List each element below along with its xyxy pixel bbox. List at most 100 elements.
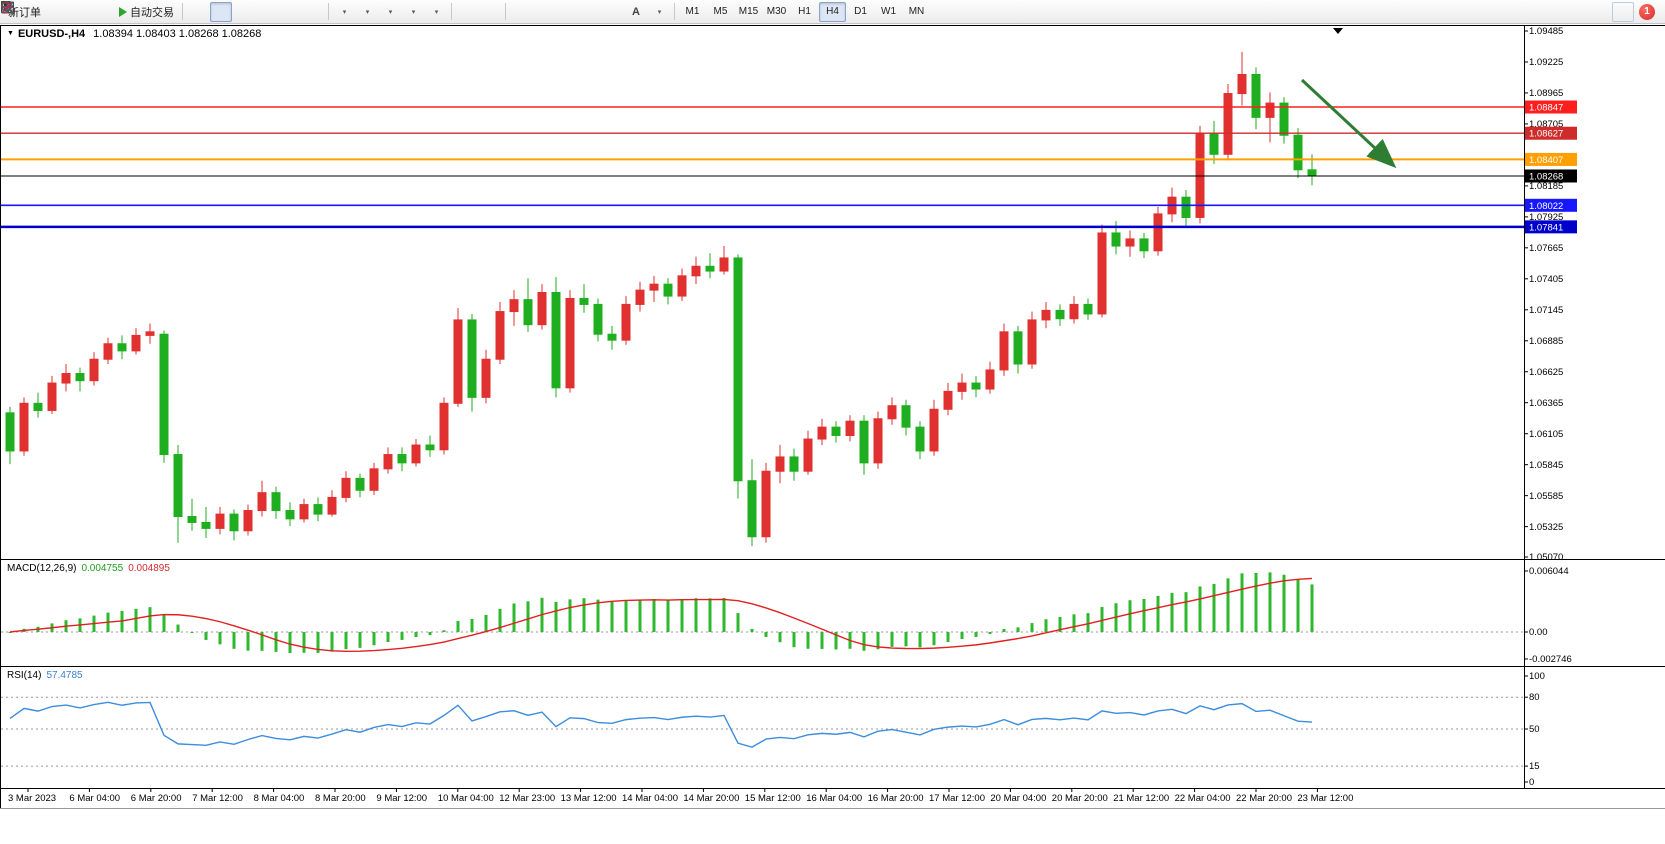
tile-windows-button[interactable] (1, 1, 324, 22)
svg-text:21 Mar 12:00: 21 Mar 12:00 (1113, 793, 1169, 804)
candlestick-mode-button[interactable] (3, 1, 232, 22)
tf-button-m5[interactable]: M5 (707, 2, 734, 22)
caret-icon: ▾ (657, 8, 662, 16)
svg-text:16 Mar 04:00: 16 Mar 04:00 (806, 793, 862, 804)
svg-text:12 Mar 23:00: 12 Mar 23:00 (499, 793, 555, 804)
svg-text:14 Mar 20:00: 14 Mar 20:00 (683, 793, 739, 804)
svg-text:1.07405: 1.07405 (1529, 274, 1563, 285)
caret-icon: ▾ (434, 8, 439, 16)
fibonacci-tool-button[interactable] (2, 2, 624, 22)
svg-text:14 Mar 04:00: 14 Mar 04:00 (622, 793, 678, 804)
tf-button-m1[interactable]: M1 (679, 2, 706, 22)
indicators-button[interactable]: ▾ (1, 2, 401, 22)
svg-text:1.05070: 1.05070 (1529, 552, 1563, 563)
bar-chart-mode-button[interactable] (1, 2, 209, 22)
price-axis[interactable]: 1.09485 1.09225 1.08965 1.08705 1.08185 1.079… (1524, 26, 1563, 563)
tf-button-m30[interactable]: M30 (763, 2, 790, 22)
macd-main-value: 0.004755 (81, 563, 124, 574)
svg-text:100: 100 (1529, 671, 1545, 682)
svg-text:1.08627: 1.08627 (1529, 129, 1563, 140)
price-line-badge (1525, 152, 1577, 166)
timeframe-group: M1 M5 M15 M30 H1 H4 D1 W1 MN (679, 1, 930, 22)
chart-ohlc-values: 1.08394 1.08403 1.08268 1.08268 (93, 28, 262, 40)
new-order-label: 新订单 (8, 6, 41, 19)
svg-text:1.08965: 1.08965 (1529, 88, 1563, 99)
svg-text:6 Mar 20:00: 6 Mar 20:00 (131, 793, 182, 804)
svg-text:80: 80 (1529, 692, 1540, 703)
tf-button-w1[interactable]: W1 (875, 2, 902, 22)
rsi-value: 57.4785 (46, 670, 83, 681)
svg-text:3 Mar 2023: 3 Mar 2023 (8, 793, 56, 804)
svg-text:0.006044: 0.006044 (1529, 566, 1569, 577)
zoom-out-button[interactable] (1, 1, 301, 22)
trendline-tool-button[interactable] (1, 1, 578, 22)
svg-text:15 Mar 12:00: 15 Mar 12:00 (745, 793, 801, 804)
symbol-dropdown-icon[interactable]: ▼ (7, 30, 14, 37)
trend-arrow[interactable] (1300, 78, 1397, 169)
auto-trading-label: 自动交易 (130, 6, 174, 19)
svg-text:1.08407: 1.08407 (1529, 155, 1563, 166)
market-watch-button[interactable] (0, 2, 68, 22)
svg-text:1.08022: 1.08022 (1529, 201, 1563, 212)
svg-text:1.07145: 1.07145 (1529, 305, 1563, 316)
svg-text:1.07925: 1.07925 (1529, 212, 1563, 223)
svg-text:10 Mar 04:00: 10 Mar 04:00 (438, 793, 494, 804)
templates-button[interactable]: ▾ (1, 2, 447, 22)
tf-button-h4[interactable]: H4 (819, 1, 846, 22)
rsi-line (9, 701, 1313, 748)
rsi-panel: 100 80 50 15 0 (1, 671, 1545, 788)
toolbar-separator (182, 3, 183, 20)
tf-button-h1[interactable]: H1 (791, 2, 818, 22)
svg-text:1.08705: 1.08705 (1529, 119, 1563, 130)
vertical-line-tool-button[interactable] (6, 1, 532, 22)
chart-shift-marker[interactable] (1333, 28, 1343, 34)
chart-profiles-button[interactable]: ▾ (1, 1, 378, 22)
crosshair-button[interactable] (1, 1, 501, 22)
horizontal-line-tool-button[interactable] (1, 2, 555, 22)
svg-text:7 Mar 12:00: 7 Mar 12:00 (192, 793, 243, 804)
new-chart-button[interactable]: ▾ (1, 2, 355, 22)
svg-text:13 Mar 12:00: 13 Mar 12:00 (561, 793, 617, 804)
toolbar: 新订单 自动交易 (0, 0, 1665, 24)
play-icon (119, 6, 127, 17)
search-button[interactable] (1, 1, 1634, 22)
svg-text:1.06365: 1.06365 (1529, 398, 1563, 409)
tf-button-d1[interactable]: D1 (847, 2, 874, 22)
svg-text:1.08185: 1.08185 (1529, 181, 1563, 192)
svg-text:1.08268: 1.08268 (1529, 171, 1563, 182)
zoom-in-button[interactable] (1, 1, 278, 22)
notification-badge[interactable]: 1 (1639, 3, 1655, 20)
macd-signal-line (9, 577, 1313, 653)
panel-borders (0, 25, 1665, 809)
text-tool-button[interactable]: A (625, 2, 647, 22)
data-window-button[interactable] (1, 1, 91, 22)
svg-text:1.09485: 1.09485 (1529, 26, 1563, 37)
tf-button-mn[interactable]: MN (903, 2, 930, 22)
auto-trading-button[interactable]: 自动交易 (115, 2, 178, 22)
svg-text:9 Mar 12:00: 9 Mar 12:00 (376, 793, 427, 804)
svg-text:15: 15 (1529, 761, 1540, 772)
periods-button[interactable]: ▾ (1, 1, 424, 22)
channel-tool-button[interactable] (1, 2, 601, 22)
svg-text:8 Mar 04:00: 8 Mar 04:00 (254, 793, 305, 804)
time-axis[interactable]: 3 Mar 2023 6 Mar 04:00 6 Mar 20:00 7 Mar 12… (8, 788, 1353, 805)
macd-panel: 0.006044 0.00 -0.002746 (1, 566, 1572, 665)
macd-signal-value: 0.004895 (128, 563, 170, 574)
price-line-badge (1525, 126, 1577, 140)
cursor-button[interactable] (4, 1, 478, 22)
rsi-label: RSI(14) 57.4785 (7, 670, 83, 681)
price-lines-group: 1.08847 1.08627 1.08407 1.08268 1.08022 1.078… (1, 100, 1577, 234)
svg-text:1.08847: 1.08847 (1529, 103, 1563, 114)
toolbar-separator (505, 3, 506, 20)
community-button[interactable] (1, 1, 114, 22)
chart-title: ▼ EURUSD-,H4 1.08394 1.08403 1.08268 1.082… (7, 28, 261, 40)
arrows-tool-button[interactable]: ▾ (2, 2, 670, 22)
chart-svg: 1.09485 1.09225 1.08965 1.08705 1.08185 1.079… (0, 25, 1665, 809)
svg-text:0: 0 (1529, 777, 1534, 788)
tf-button-m15[interactable]: M15 (735, 2, 762, 22)
svg-text:50: 50 (1529, 724, 1540, 735)
price-line-badge (1525, 198, 1577, 212)
svg-text:1.06625: 1.06625 (1529, 367, 1563, 378)
toolbar-separator (674, 3, 675, 20)
line-chart-mode-button[interactable] (1, 2, 255, 22)
